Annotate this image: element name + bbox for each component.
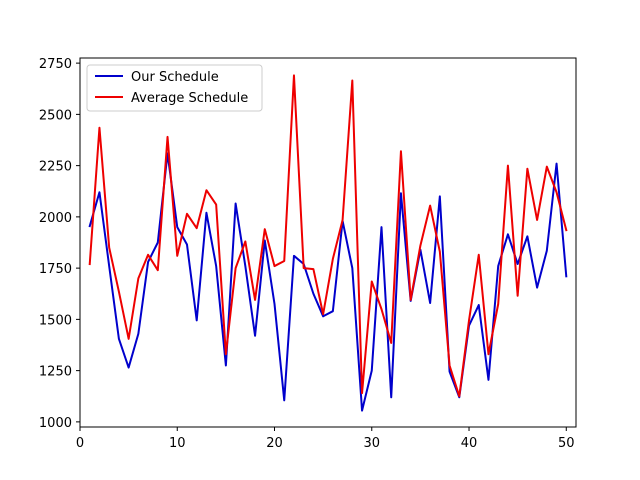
y-tick-label: 2500 [39,108,72,123]
x-tick-label: 40 [461,436,478,451]
y-tick-label: 1750 [39,262,72,277]
y-tick-label: 2250 [39,160,72,175]
legend: Our Schedule Average Schedule [86,64,263,112]
legend-label-average-schedule: Average Schedule [131,91,248,106]
y-tick-label: 2750 [39,57,72,72]
series-line-average-schedule [88,74,568,398]
legend-label-our-schedule: Our Schedule [131,70,219,85]
legend-frame [86,64,263,112]
y-tick-label: 2000 [39,211,72,226]
series-layer [88,74,568,412]
x-tick-label: 30 [363,436,380,451]
axes-layer: 0 10 20 30 40 50 1000 1250 1500 1750 2000 2250 2500 2… [39,57,577,451]
y-tick-label: 1500 [39,313,72,328]
x-tick-label: 20 [266,436,283,451]
x-tick-label: 0 [76,436,84,451]
y-tick-label: 1250 [39,365,72,380]
x-tick-label: 50 [558,436,575,451]
plot-frame [79,57,577,428]
y-tick-label: 1000 [39,416,72,431]
x-tick-label: 10 [169,436,186,451]
